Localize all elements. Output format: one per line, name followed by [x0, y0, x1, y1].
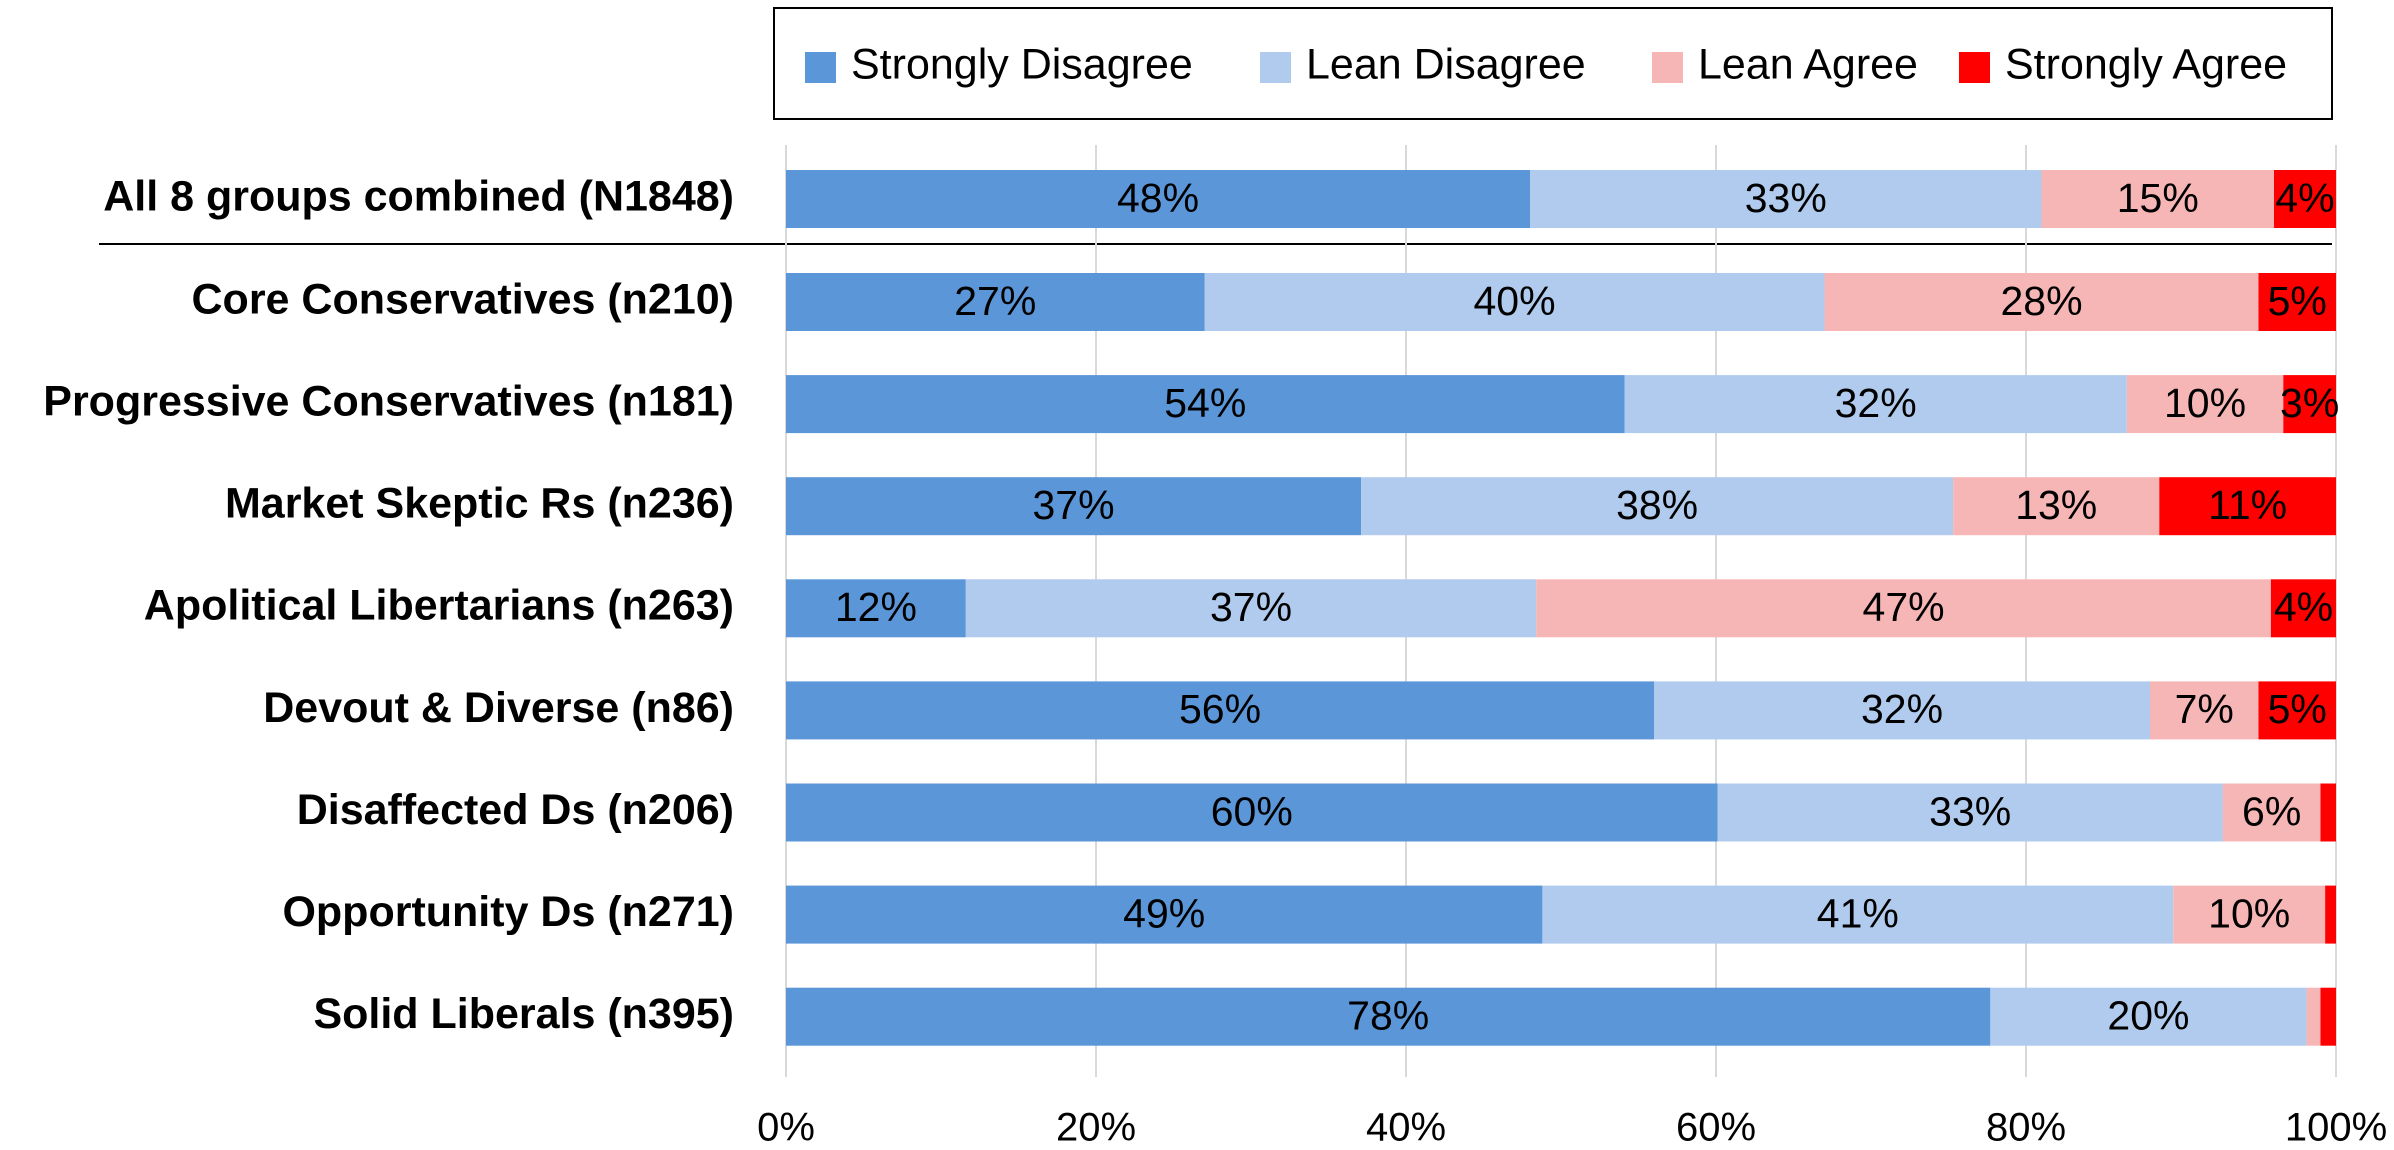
bar-segment [2258, 273, 2336, 331]
data-label: 78% [1347, 993, 1429, 1039]
legend-label: Lean Agree [1698, 40, 1918, 88]
bar-segment [786, 885, 1543, 944]
data-label: 4% [2274, 584, 2333, 630]
bar-segment [1530, 170, 2042, 228]
legend-box [773, 7, 2333, 120]
bar-segment [786, 170, 1530, 228]
data-label: 7% [2175, 686, 2234, 732]
bar-segment [786, 273, 1205, 331]
bar-segment [1536, 579, 2271, 638]
data-label: 11% [2208, 482, 2287, 528]
bar-segment [786, 579, 966, 638]
bar-segment [2320, 987, 2336, 1046]
data-label: 27% [954, 278, 1036, 324]
data-label: 49% [1123, 890, 1205, 936]
data-label: 15% [2117, 175, 2199, 221]
y-tick-label: Apolitical Libertarians (n263) [144, 582, 734, 630]
bar-segment [2126, 375, 2284, 434]
data-label: 37% [1032, 482, 1114, 528]
data-label: 28% [2000, 278, 2082, 324]
data-label: 4% [2275, 175, 2334, 221]
legend-label: Strongly Agree [2005, 40, 2287, 88]
bar-segment [786, 681, 1654, 740]
bar-segment [2270, 579, 2336, 638]
data-label: 12% [835, 584, 917, 630]
data-label: 6% [2242, 788, 2301, 834]
data-label: 20% [2107, 993, 2189, 1039]
x-tick-label: 80% [1986, 1106, 2066, 1150]
bar-segment [2325, 885, 2336, 944]
x-tick-label: 20% [1056, 1106, 1136, 1150]
bar-segment [786, 375, 1625, 434]
legend-swatch [1959, 52, 1990, 83]
bar-segment [2320, 783, 2336, 842]
legend-swatch [1652, 52, 1683, 83]
y-tick-label: Progressive Conservatives (n181) [43, 377, 734, 425]
x-tick-label: 60% [1676, 1106, 1756, 1150]
y-tick-label: Core Conservatives (n210) [192, 275, 735, 323]
data-label: 54% [1164, 380, 1246, 426]
bar-segment [2274, 170, 2336, 228]
data-label: 10% [2164, 380, 2246, 426]
y-tick-label: Opportunity Ds (n271) [282, 888, 734, 936]
bar-segment [1654, 681, 2150, 740]
bar-segment [965, 579, 1537, 638]
legend-label: Strongly Disagree [851, 40, 1193, 88]
bar-segment [1624, 375, 2127, 434]
y-tick-label: Disaffected Ds (n206) [297, 786, 734, 834]
x-tick-label: 0% [757, 1106, 815, 1150]
bar-segment [2150, 681, 2259, 740]
data-label: 48% [1117, 175, 1199, 221]
data-label: 60% [1211, 788, 1293, 834]
bar-segment [1717, 783, 2223, 842]
data-label: 32% [1835, 380, 1917, 426]
data-label: 40% [1473, 278, 1555, 324]
x-tick-label: 100% [2285, 1106, 2387, 1150]
y-tick-label: Solid Liberals (n395) [313, 990, 734, 1038]
data-label: 5% [2268, 278, 2327, 324]
data-label: 33% [1929, 788, 2011, 834]
data-label: 47% [1863, 584, 1945, 630]
bar-segment [2041, 170, 2274, 228]
y-tick-label: Devout & Diverse (n86) [263, 684, 734, 732]
legend-swatch [805, 52, 836, 83]
bar-segment [2306, 987, 2321, 1046]
bar-segment [2283, 375, 2336, 434]
bar-segment [1542, 885, 2174, 944]
data-label: 10% [2208, 890, 2290, 936]
legend-swatch [1260, 52, 1291, 83]
bar-segment [1204, 273, 1825, 331]
bar-segment [1824, 273, 2259, 331]
data-label: 33% [1745, 175, 1827, 221]
bar-segment [786, 783, 1718, 842]
data-label: 3% [2280, 380, 2339, 426]
data-label: 38% [1616, 482, 1698, 528]
bar-segment [1361, 477, 1954, 536]
bar-segment [1953, 477, 2160, 536]
x-tick-label: 40% [1366, 1106, 1446, 1150]
y-tick-label: Market Skeptic Rs (n236) [225, 480, 734, 528]
bar-segment [2222, 783, 2321, 842]
data-label: 13% [2015, 482, 2097, 528]
y-tick-label: All 8 groups combined (N1848) [103, 172, 734, 220]
data-label: 56% [1179, 686, 1261, 732]
data-label: 37% [1210, 584, 1292, 630]
data-label: 41% [1817, 890, 1899, 936]
legend-label: Lean Disagree [1306, 40, 1586, 88]
bar-segment [786, 987, 1991, 1046]
bar-segment [2258, 681, 2336, 740]
bar-segment [2159, 477, 2336, 536]
bar-segment [2173, 885, 2326, 944]
bar-segment [1990, 987, 2307, 1046]
data-label: 5% [2268, 686, 2327, 732]
bar-segment [786, 477, 1362, 536]
data-label: 32% [1861, 686, 1943, 732]
